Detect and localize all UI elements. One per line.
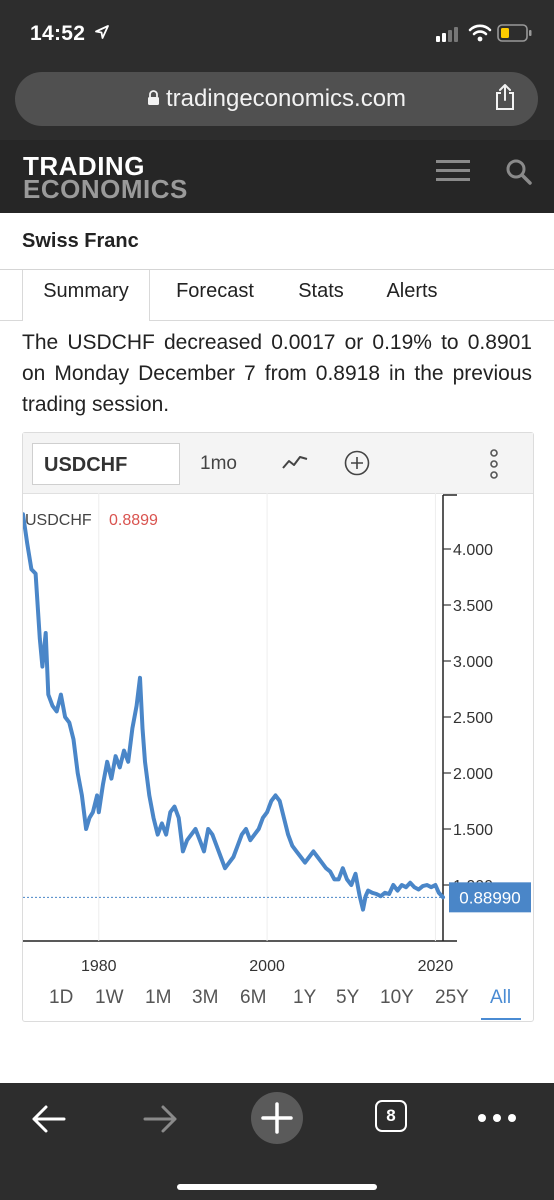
symbol-text: USDCHF <box>44 454 128 476</box>
tab-forecast[interactable]: Forecast <box>176 280 254 302</box>
last-value-tag <box>449 882 531 913</box>
tab-alerts[interactable]: Alerts <box>386 280 438 302</box>
series-line-usdchf <box>23 512 445 912</box>
page-title-bar: Swiss Franc <box>0 213 554 270</box>
location-arrow-icon <box>95 25 109 39</box>
hamburger-menu-icon[interactable] <box>436 158 470 184</box>
url-text: tradingeconomics.com <box>165 85 407 112</box>
tab-count-icon[interactable]: 8 <box>375 1100 407 1132</box>
range-all[interactable]: All <box>490 987 512 1008</box>
browser-toolbar: tradingeconomics.com <box>0 62 554 140</box>
line-chart-icon[interactable] <box>282 452 308 472</box>
y-tick-label: 2.500 <box>453 710 493 727</box>
chart-toolbar: USDCHF 1mo <box>23 433 533 494</box>
tab-stats[interactable]: Stats <box>298 280 344 302</box>
summary-text: The USDCHF decreased 0.0017 or 0.19% to … <box>22 331 532 416</box>
symbol-input[interactable]: USDCHF <box>32 443 180 485</box>
site-logo-top[interactable]: TRADING <box>23 151 145 181</box>
chart-card: USDCHF 1mo 1.0001.5002.0002.5003.0003.50… <box>22 432 534 1022</box>
lock-icon <box>147 89 159 105</box>
x-tick-label: 1980 <box>81 958 117 975</box>
status-bar: 14:52 <box>0 0 554 62</box>
y-tick-label: 3.000 <box>453 654 493 671</box>
chart-legend-value: 0.8899 <box>109 512 158 529</box>
price-chart[interactable]: 1.0001.5002.0002.5003.0003.5004.00019802… <box>23 493 533 981</box>
cellular-signal-icon <box>436 27 458 42</box>
y-tick-label: 4.000 <box>453 542 493 559</box>
home-indicator <box>177 1184 377 1190</box>
search-icon[interactable] <box>505 158 533 186</box>
range-selector: 1D 1W 1M 3M 6M 1Y 5Y 10Y 25Y All <box>23 981 533 1021</box>
range-1m[interactable]: 1M <box>145 987 172 1008</box>
range-1y[interactable]: 1Y <box>293 987 317 1008</box>
chart-legend-symbol: USDCHF <box>25 512 92 529</box>
back-arrow-icon[interactable] <box>30 1103 66 1135</box>
y-tick-label: 1.500 <box>453 822 493 839</box>
last-value-label: 0.88990 <box>459 888 520 907</box>
more-options-icon[interactable] <box>489 448 499 480</box>
range-3m[interactable]: 3M <box>192 987 219 1008</box>
tab-summary[interactable]: Summary <box>22 270 150 321</box>
new-tab-icon[interactable] <box>251 1092 303 1144</box>
x-tick-label: 2020 <box>418 958 454 975</box>
section-tabs: Summary Forecast Stats Alerts <box>0 270 554 321</box>
battery-icon <box>497 24 532 42</box>
range-1d[interactable]: 1D <box>49 987 74 1008</box>
address-bar[interactable]: tradingeconomics.com <box>15 72 538 126</box>
range-25y[interactable]: 25Y <box>435 987 469 1008</box>
range-1w[interactable]: 1W <box>95 987 124 1008</box>
status-time: 14:52 <box>30 22 86 45</box>
x-tick-label: 2000 <box>249 958 285 975</box>
wifi-icon <box>468 24 492 42</box>
forward-arrow-icon[interactable] <box>143 1103 179 1135</box>
range-6m[interactable]: 6M <box>240 987 267 1008</box>
more-menu-icon[interactable] <box>477 1113 517 1123</box>
interval-selector[interactable]: 1mo <box>200 453 237 474</box>
range-5y[interactable]: 5Y <box>336 987 360 1008</box>
y-tick-label: 3.500 <box>453 598 493 615</box>
browser-bottom-bar: 8 <box>0 1083 554 1200</box>
add-indicator-icon[interactable] <box>344 450 370 476</box>
y-tick-label: 2.000 <box>453 766 493 783</box>
range-active-underline <box>481 1018 521 1020</box>
range-10y[interactable]: 10Y <box>380 987 414 1008</box>
page-title: Swiss Franc <box>22 230 139 252</box>
site-header: TRADING ECONOMICS <box>0 140 554 213</box>
share-icon[interactable] <box>494 83 516 111</box>
site-logo-bottom[interactable]: ECONOMICS <box>23 174 188 204</box>
